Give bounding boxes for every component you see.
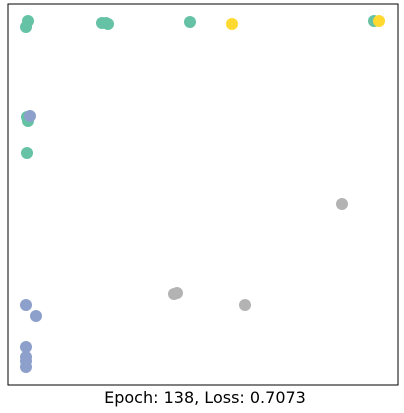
data-points (20, 15, 385, 373)
scatter-point (336, 198, 348, 210)
scatter-point (20, 361, 32, 373)
scatter-point (373, 15, 385, 27)
plot-area (7, 3, 399, 386)
scatter-point (20, 341, 32, 353)
scatter-point (102, 18, 114, 30)
scatter-point (20, 21, 32, 33)
x-axis-label: Epoch: 138, Loss: 0.7073 (104, 388, 306, 407)
scatter-point (30, 310, 42, 322)
scatter-point (20, 299, 32, 311)
scatter-point (239, 299, 251, 311)
scatter-point (24, 110, 36, 122)
scatter-point (184, 16, 196, 28)
scatter-point (21, 147, 33, 159)
scatter-point (226, 18, 238, 30)
scatter-point (171, 287, 183, 299)
